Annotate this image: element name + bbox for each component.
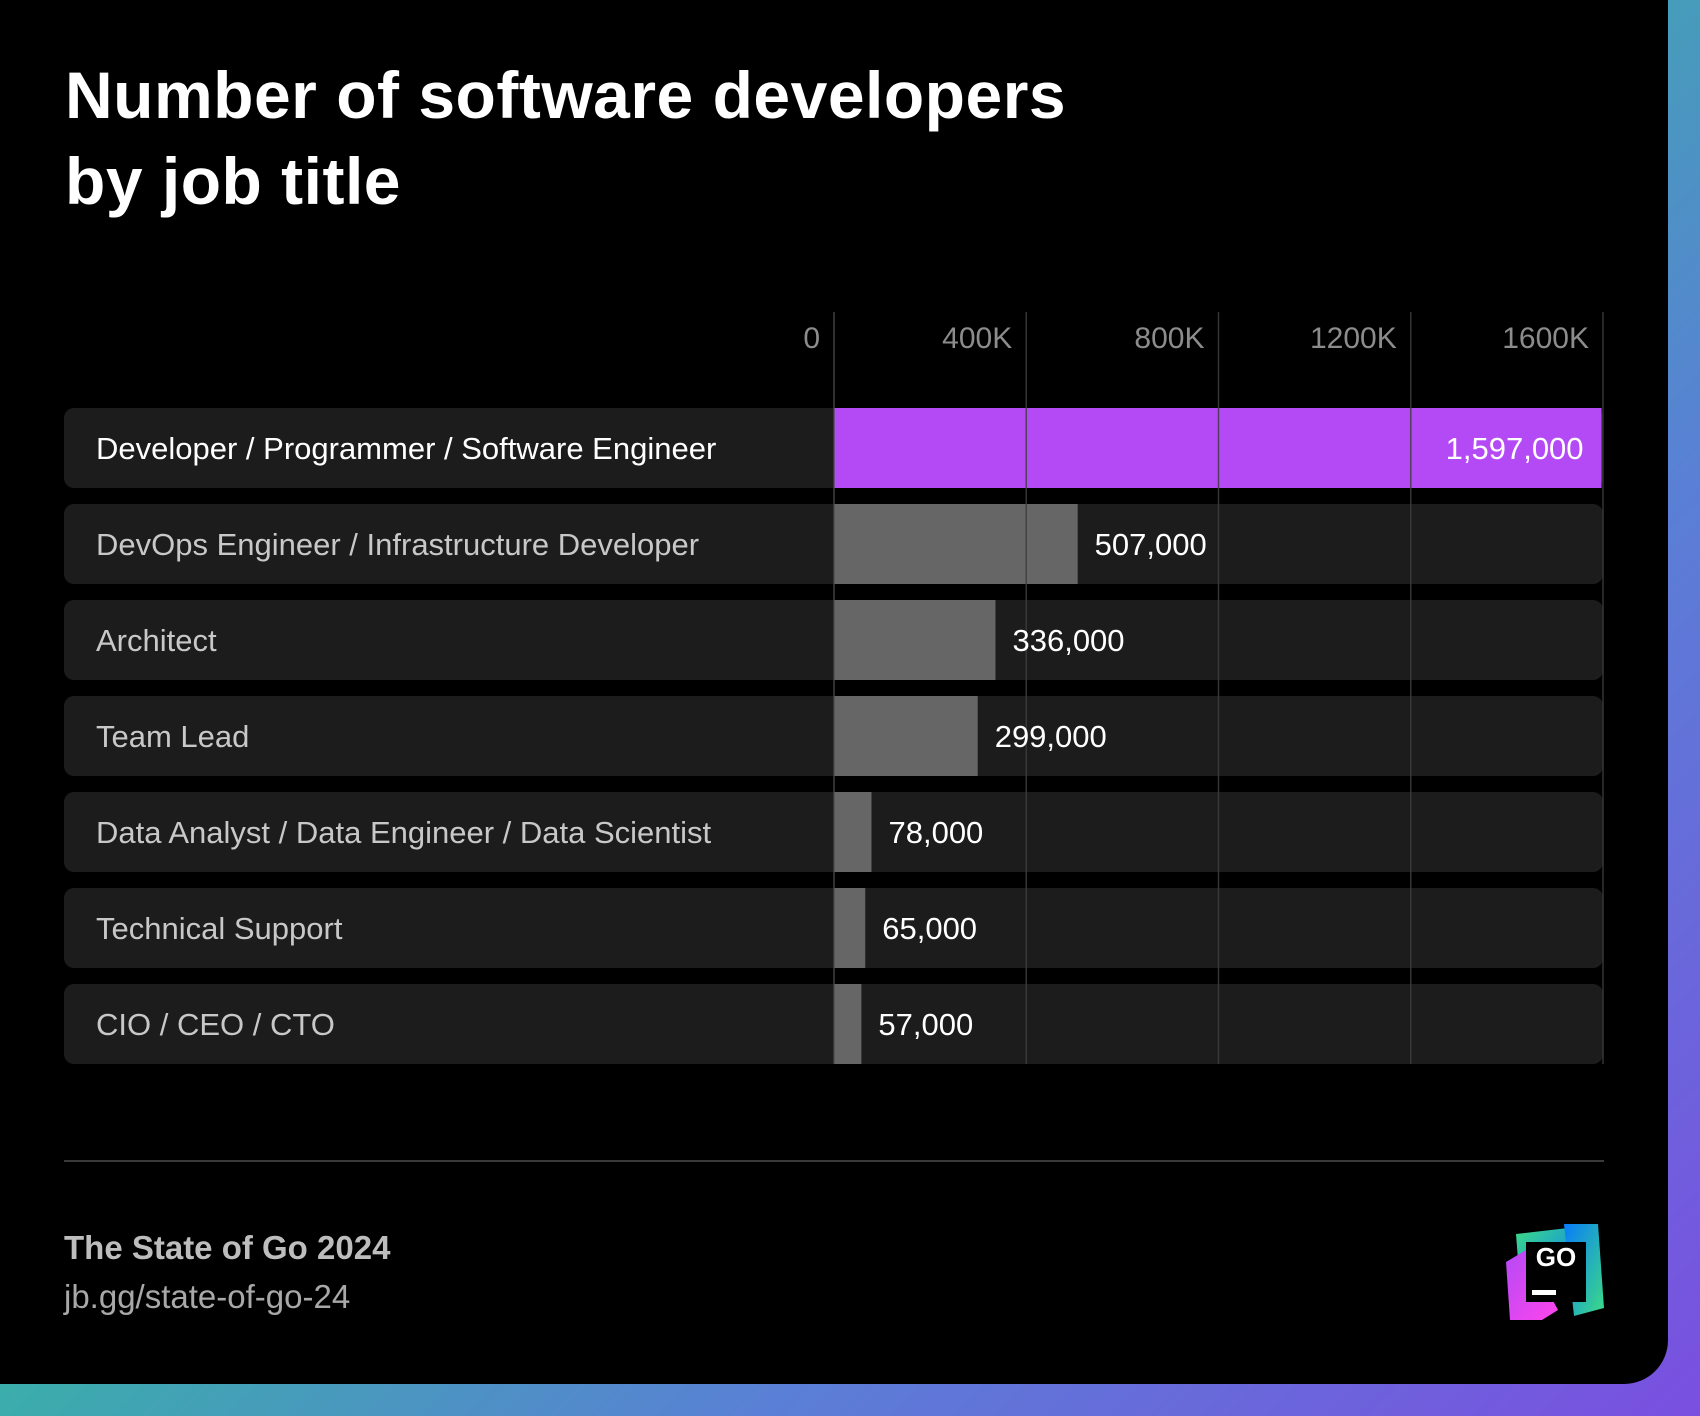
- bar: [834, 792, 872, 872]
- category-label: Team Lead: [96, 719, 249, 754]
- footer-divider: [64, 1160, 1604, 1162]
- category-label: Technical Support: [96, 911, 343, 946]
- logo-text: GO: [1536, 1242, 1576, 1272]
- data-label: 299,000: [995, 719, 1107, 754]
- category-label: Architect: [96, 623, 217, 658]
- x-tick-label: 400K: [942, 322, 1012, 355]
- bar: [834, 504, 1078, 584]
- bar: [834, 984, 862, 1064]
- chart-title-line-2: by job title: [65, 144, 401, 218]
- chart-title: Number of software developers by job tit…: [65, 52, 1265, 224]
- data-label: 507,000: [1095, 527, 1207, 562]
- bar: [834, 888, 866, 968]
- category-label: Developer / Programmer / Software Engine…: [96, 431, 716, 466]
- data-label: 57,000: [878, 1007, 973, 1042]
- chart-card: Number of software developers by job tit…: [0, 0, 1668, 1384]
- bar-chart: 0 400K 800K 1200K 1600K Developer / Programme…: [64, 312, 1604, 1064]
- x-tick-label: 0: [803, 322, 820, 355]
- chart-title-line-1: Number of software developers: [65, 58, 1067, 132]
- category-label: Data Analyst / Data Engineer / Data Scie…: [96, 815, 712, 850]
- x-tick-label: 800K: [1134, 322, 1204, 355]
- category-label: CIO / CEO / CTO: [96, 1007, 335, 1042]
- x-tick-label: 1600K: [1502, 322, 1589, 355]
- data-label: 1,597,000: [1446, 431, 1584, 466]
- data-label: 78,000: [888, 815, 983, 850]
- data-label: 65,000: [882, 911, 977, 946]
- footer-title: The State of Go 2024: [64, 1229, 391, 1266]
- bar: [834, 600, 996, 680]
- bar: [834, 696, 978, 776]
- goland-logo-icon: GO: [1506, 1224, 1604, 1320]
- category-label: DevOps Engineer / Infrastructure Develop…: [96, 527, 699, 562]
- data-label: 336,000: [1012, 623, 1124, 658]
- x-tick-label: 1200K: [1310, 322, 1397, 355]
- footer-link[interactable]: jb.gg/state-of-go-24: [64, 1278, 351, 1315]
